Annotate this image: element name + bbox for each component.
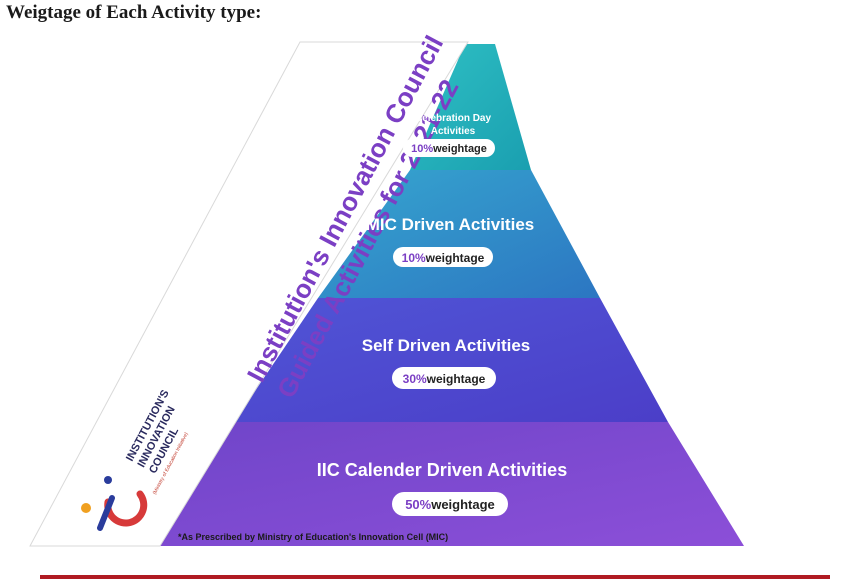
page-heading: Weigtage of Each Activity type: bbox=[6, 2, 262, 23]
tier-self-weightage: 30%weightage bbox=[403, 372, 486, 386]
bottom-rule bbox=[40, 575, 830, 579]
tier-iic-label: IIC Calender Driven Activities bbox=[317, 460, 567, 480]
footnote: *As Prescribed by Ministry of Education'… bbox=[178, 532, 448, 542]
tier-self-weightage-pill bbox=[392, 367, 496, 389]
iic-logo-icon bbox=[81, 476, 148, 531]
tier-iic-weightage: 50%weightage bbox=[405, 497, 495, 512]
tier-mic-weightage-pill bbox=[393, 247, 493, 267]
tier-celebration-label-line2: Activities bbox=[431, 126, 476, 137]
tier-mic-label: MIC Driven Activities bbox=[366, 215, 534, 234]
tier-iic-weightage-pill bbox=[392, 492, 508, 516]
tier-iic-calendar bbox=[150, 422, 744, 546]
tier-celebration-weightage: 10%weightage bbox=[411, 143, 487, 155]
tier-celebration-day bbox=[410, 44, 531, 170]
tier-celebration-label-line1: Celebration Day bbox=[415, 113, 492, 124]
tier-celebration-weightage-pill bbox=[403, 139, 495, 157]
tier-self-driven bbox=[234, 298, 668, 422]
tier-self-label: Self Driven Activities bbox=[362, 336, 531, 355]
tier-mic-driven bbox=[318, 170, 600, 298]
diagonal-banner bbox=[29, 41, 469, 547]
tier-mic-weightage: 10%weightage bbox=[402, 251, 485, 265]
